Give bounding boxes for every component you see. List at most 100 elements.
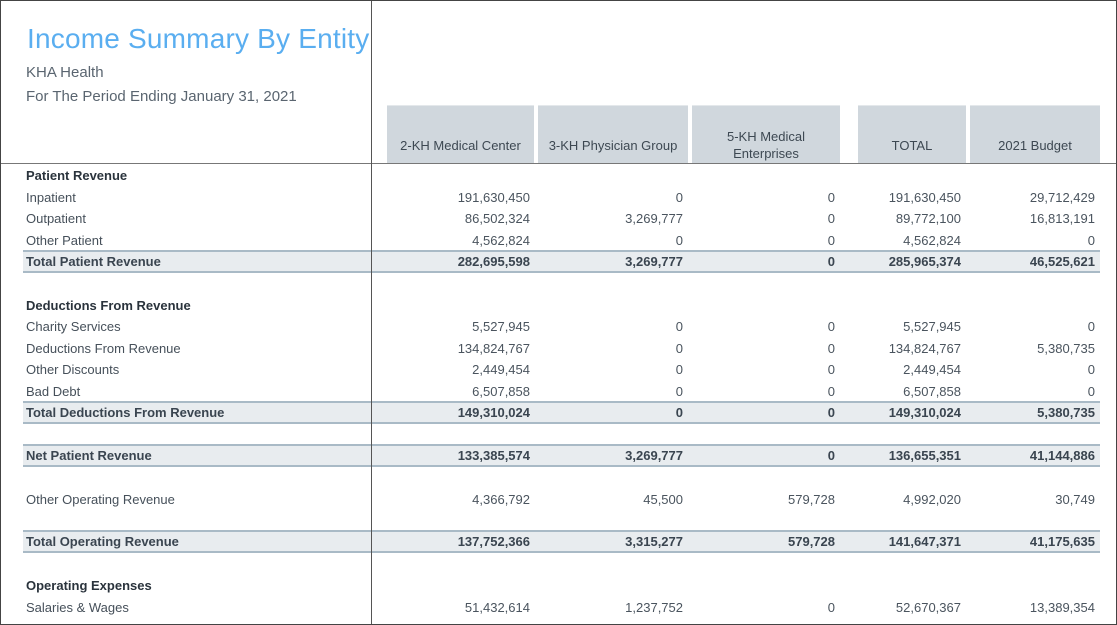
cell-budget: 0: [1087, 384, 1095, 399]
cell-total: 134,824,767: [888, 341, 961, 356]
cell-medical-enterprises: 0: [827, 190, 835, 205]
cell-total: 136,655,351: [888, 448, 961, 463]
table-row-other-patient: Other Patient 4,562,824 0 0 4,562,824 0: [23, 230, 1100, 251]
row-label: Charity Services: [26, 319, 121, 334]
freeze-pane-horizontal-divider[interactable]: [1, 163, 1116, 164]
cell-medical-center: 5,527,945: [472, 319, 530, 334]
cell-physician-group: 0: [675, 384, 683, 399]
cell-medical-enterprises: 0: [827, 448, 835, 463]
cell-physician-group: 0: [675, 362, 683, 377]
cell-physician-group: 45,500: [643, 492, 683, 507]
row-label: Salaries & Wages: [26, 600, 129, 615]
cell-budget: 46,525,621: [1029, 254, 1095, 269]
table-row-charity-services: Charity Services 5,527,945 0 0 5,527,945…: [23, 316, 1100, 337]
cell-total: 52,670,367: [895, 600, 961, 615]
column-header-budget[interactable]: 2021 Budget: [970, 105, 1100, 163]
cell-budget: 0: [1087, 319, 1095, 334]
table-row-other-operating-revenue: Other Operating Revenue 4,366,792 45,500…: [23, 489, 1100, 510]
cell-medical-center: 4,366,792: [472, 492, 530, 507]
freeze-pane-vertical-divider[interactable]: [371, 1, 372, 624]
row-label: Patient Revenue: [26, 168, 128, 183]
cell-medical-enterprises: 0: [827, 233, 835, 248]
cell-budget: 41,175,635: [1029, 534, 1095, 549]
cell-medical-enterprises: 0: [827, 362, 835, 377]
row-label: Other Discounts: [26, 362, 120, 377]
row-label: Total Deductions From Revenue: [26, 405, 225, 420]
cell-physician-group: 0: [675, 233, 683, 248]
cell-total: 4,992,020: [903, 492, 961, 507]
cell-budget: 5,380,735: [1037, 405, 1095, 420]
cell-medical-enterprises: 579,728: [788, 534, 835, 549]
cell-medical-center: 134,824,767: [457, 341, 530, 356]
cell-total: 191,630,450: [888, 190, 961, 205]
cell-budget: 30,749: [1055, 492, 1095, 507]
table-row-outpatient: Outpatient 86,502,324 3,269,777 0 89,772…: [23, 208, 1100, 229]
cell-medical-center: 137,752,366: [457, 534, 530, 549]
cell-budget: 0: [1087, 233, 1095, 248]
row-label: Total Patient Revenue: [26, 254, 161, 269]
column-header-medical-center[interactable]: 2-KH Medical Center: [387, 105, 534, 163]
report-title: Income Summary By Entity: [27, 23, 370, 54]
row-label: Inpatient: [26, 190, 76, 205]
cell-budget: 41,144,886: [1029, 448, 1095, 463]
cell-medical-center: 282,695,598: [457, 254, 530, 269]
cell-physician-group: 0: [675, 190, 683, 205]
total-row-operating-revenue: Total Operating Revenue 137,752,366 3,31…: [23, 530, 1100, 553]
cell-medical-enterprises: 0: [827, 341, 835, 356]
total-row-deductions: Total Deductions From Revenue 149,310,02…: [23, 401, 1100, 424]
cell-total: 2,449,454: [903, 362, 961, 377]
table-row-deductions-from-revenue: Deductions From Revenue 134,824,767 0 0 …: [23, 338, 1100, 359]
column-header-label: 5-KH Medical Enterprises: [727, 128, 805, 162]
cell-medical-center: 133,385,574: [457, 448, 530, 463]
total-row-patient-revenue: Total Patient Revenue 282,695,598 3,269,…: [23, 250, 1100, 273]
cell-budget: 0: [1087, 362, 1095, 377]
section-header-deductions: Deductions From Revenue: [23, 295, 1100, 316]
cell-medical-enterprises: 0: [827, 319, 835, 334]
cell-medical-center: 86,502,324: [464, 211, 530, 226]
cell-physician-group: 3,269,777: [625, 254, 683, 269]
cell-medical-enterprises: 0: [827, 211, 835, 226]
cell-physician-group: 3,315,277: [625, 534, 683, 549]
table-row-bad-debt: Bad Debt 6,507,858 0 0 6,507,858 0: [23, 381, 1100, 402]
section-header-patient-revenue: Patient Revenue: [23, 165, 1100, 186]
cell-physician-group: 3,269,777: [625, 448, 683, 463]
column-header-label: 2021 Budget: [998, 138, 1072, 153]
row-label: Net Patient Revenue: [26, 448, 152, 463]
row-label: Other Operating Revenue: [26, 492, 175, 507]
cell-medical-center: 4,562,824: [472, 233, 530, 248]
cell-medical-center: 51,432,614: [464, 600, 530, 615]
column-header-medical-enterprises[interactable]: 5-KH Medical Enterprises: [692, 105, 840, 163]
cell-medical-center: 2,449,454: [472, 362, 530, 377]
cell-medical-center: 149,310,024: [457, 405, 530, 420]
cell-medical-enterprises: 0: [827, 254, 835, 269]
report-period: For The Period Ending January 31, 2021: [26, 88, 297, 105]
row-label: Operating Expenses: [26, 578, 152, 593]
cell-budget: 16,813,191: [1029, 211, 1095, 226]
cell-total: 4,562,824: [903, 233, 961, 248]
row-label: Deductions From Revenue: [26, 341, 181, 356]
company-name: KHA Health: [26, 64, 104, 81]
cell-physician-group: 0: [675, 341, 683, 356]
column-header-label: 2-KH Medical Center: [400, 138, 521, 153]
column-header-total[interactable]: TOTAL: [858, 105, 966, 163]
row-label: Outpatient: [26, 211, 86, 226]
row-label: Deductions From Revenue: [26, 298, 191, 313]
column-header-line: Enterprises: [733, 146, 799, 161]
cell-physician-group: 1,237,752: [625, 600, 683, 615]
cell-medical-center: 6,507,858: [472, 384, 530, 399]
cell-total: 5,527,945: [903, 319, 961, 334]
cell-physician-group: 0: [675, 405, 683, 420]
cell-medical-center: 191,630,450: [457, 190, 530, 205]
cell-total: 141,647,371: [888, 534, 961, 549]
cell-medical-enterprises: 0: [827, 405, 835, 420]
table-row-inpatient: Inpatient 191,630,450 0 0 191,630,450 29…: [23, 187, 1100, 208]
cell-physician-group: 3,269,777: [625, 211, 683, 226]
cell-total: 89,772,100: [895, 211, 961, 226]
row-label: Bad Debt: [26, 384, 81, 399]
column-header-physician-group[interactable]: 3-KH Physician Group: [538, 105, 688, 163]
total-row-net-patient-revenue: Net Patient Revenue 133,385,574 3,269,77…: [23, 444, 1100, 467]
column-header-line: 5-KH Medical: [726, 129, 806, 144]
table-row-salaries-wages: Salaries & Wages 51,432,614 1,237,752 0 …: [23, 597, 1100, 618]
table-row-other-discounts: Other Discounts 2,449,454 0 0 2,449,454 …: [23, 359, 1100, 380]
